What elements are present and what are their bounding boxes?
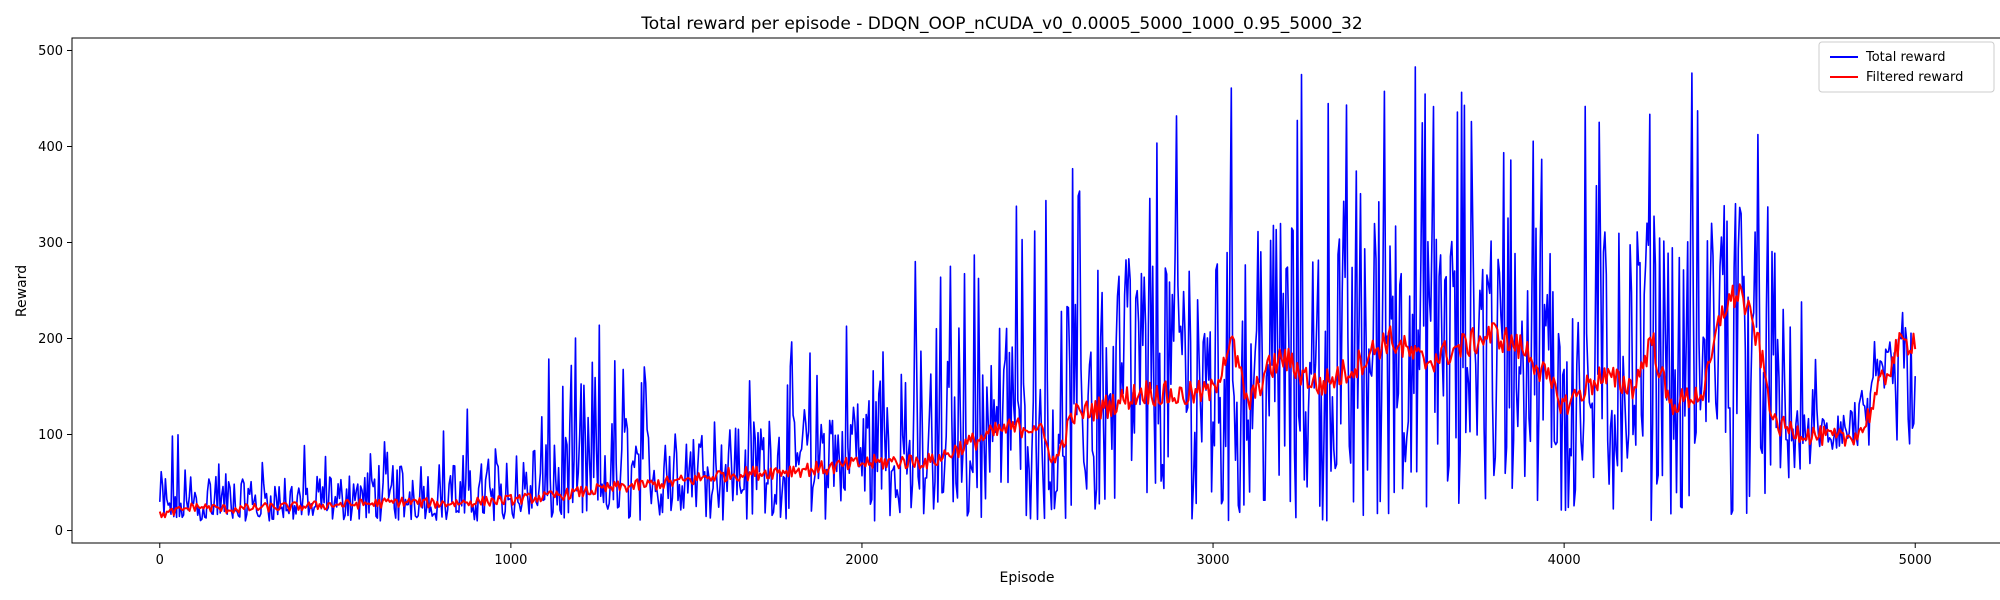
y-tick-label: 300 xyxy=(38,236,63,251)
y-tick-label: 100 xyxy=(38,428,63,443)
legend-box xyxy=(1818,41,1995,93)
y-tick-label: 0 xyxy=(55,524,63,539)
series-layer xyxy=(158,66,1917,522)
series-total-reward-line xyxy=(159,66,1916,522)
legend-label-total: Total reward xyxy=(1865,50,1946,65)
x-tick-label: 4000 xyxy=(1548,553,1581,568)
legend: Total reward Filtered reward xyxy=(1818,41,1995,93)
series-filtered-reward-line xyxy=(158,283,1917,519)
x-axis: 0 1000 2000 3000 4000 5000 xyxy=(156,543,1932,568)
plot-area xyxy=(71,37,2000,544)
y-tick-label: 200 xyxy=(38,332,63,347)
y-axis-label: Reward xyxy=(14,265,30,317)
legend-label-filtered: Filtered reward xyxy=(1866,70,1963,85)
plot-frame xyxy=(71,37,2000,544)
chart-title: Total reward per episode - DDQN_OOP_nCUD… xyxy=(640,14,1362,34)
x-tick-label: 2000 xyxy=(845,553,878,568)
x-tick-label: 5000 xyxy=(1899,553,1932,568)
y-tick-label: 500 xyxy=(38,44,63,59)
x-tick-label: 3000 xyxy=(1196,553,1229,568)
x-tick-label: 0 xyxy=(156,553,164,568)
y-axis: 0 100 200 300 400 500 xyxy=(38,44,72,539)
y-tick-label: 400 xyxy=(38,140,63,155)
x-axis-label: Episode xyxy=(1000,570,1055,586)
x-tick-label: 1000 xyxy=(494,553,527,568)
